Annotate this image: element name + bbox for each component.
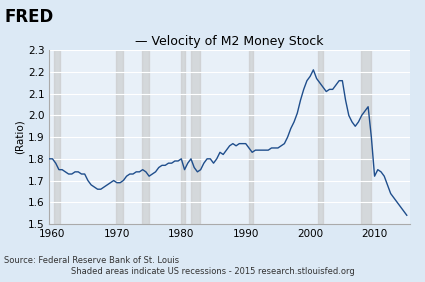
Y-axis label: (Ratio): (Ratio) [15, 120, 25, 155]
Bar [181, 50, 184, 224]
Bar [249, 50, 253, 224]
Bar [318, 50, 323, 224]
Text: Shaded areas indicate US recessions - 2015 research.stlouisfed.org: Shaded areas indicate US recessions - 20… [71, 267, 354, 276]
Bar [116, 50, 123, 224]
Text: FRED: FRED [4, 8, 54, 27]
Bar [191, 50, 200, 224]
Bar [361, 50, 371, 224]
Bar [142, 50, 149, 224]
Bar [54, 50, 60, 224]
Title: — Velocity of M2 Money Stock: — Velocity of M2 Money Stock [136, 35, 324, 48]
Text: Source: Federal Reserve Bank of St. Louis: Source: Federal Reserve Bank of St. Loui… [4, 256, 179, 265]
